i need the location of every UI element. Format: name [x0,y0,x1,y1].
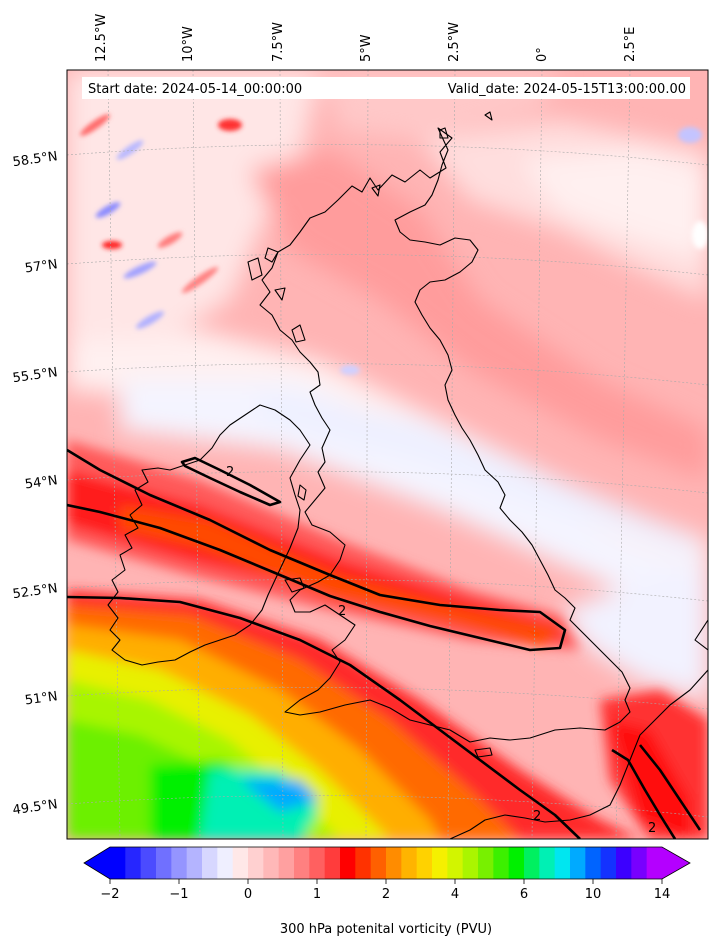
lat-label-54n: 54°N [24,473,59,492]
colorbar-cell [524,847,540,879]
colorbar-ticks: −2 −1 0 1 2 4 6 10 14 [100,879,670,902]
france-coast [449,669,708,839]
graticule [67,70,708,839]
colorbar-cell [508,847,525,879]
colorbar-tick-label: 14 [654,887,671,902]
lat-label-49-5n: 49.5°N [12,797,59,818]
colorbar-cell [600,847,617,879]
colorbar-cell [202,847,218,879]
lon-label-5w: 5°W [359,34,374,62]
colorbar-cell [416,847,433,879]
longitude-labels: 12.5°W 10°W 7.5°W 5°W 2.5°W 0° 2.5°E [94,14,638,62]
colorbar-cell [248,847,264,879]
lon-label-0: 0° [535,47,550,62]
lon-label-10w: 10°W [181,26,196,62]
colorbar-cell [585,847,602,879]
latitude-labels: 58.5°N 57°N 55.5°N 54°N 52.5°N 51°N 49.5… [12,149,59,818]
colorbar-cell [401,847,418,879]
great-britain-coast [259,127,631,743]
colorbar-cell [309,847,326,879]
contour-label-2a: 2 [338,604,346,619]
colorbar-cell [232,847,249,879]
colorbar-cell [631,847,648,879]
lat-label-52-5n: 52.5°N [12,581,59,602]
colorbar-cell [432,847,448,879]
contour-pv2-island [180,456,282,507]
colorbar-tick-label: 0 [244,887,252,902]
lon-label-2-5w: 2.5°W [447,22,462,62]
colorbar-tick-label: −1 [169,887,188,902]
pv-contours [67,448,702,839]
valid-date-label: Valid_date: 2024-05-15T13:00:00.00 [448,82,686,97]
colorbar-cell [646,847,663,879]
colorbar-cell [493,847,510,879]
contour-label-2d: 2 [648,821,656,836]
colorbar-tick-label: 4 [451,887,459,902]
colorbar-cell [616,847,632,879]
contour-label-2b: 2 [533,809,541,824]
ireland-coast [107,404,311,666]
colorbar-cell [539,847,556,879]
colorbar-tick-label: 2 [382,887,390,902]
lat-label-51n: 51°N [24,689,59,708]
start-date-label: Start date: 2024-05-14_00:00:00 [88,82,302,97]
colorbar-cell [278,847,295,879]
colorbar-cell [370,847,387,879]
colorbar-cell [386,847,402,879]
pv-field [67,70,708,839]
colorbar-cell [294,847,310,879]
colorbar-cell [156,847,172,879]
colorbar-cell [263,847,280,879]
colorbar-tick-label: 1 [313,887,321,902]
colorbar-cell [447,847,464,879]
contour-labels: 2 2 2 2 [226,465,656,836]
colorbar: −2 −1 0 1 2 4 6 10 14 300 hPa potenital vorticit… [83,846,691,937]
colorbar-cell [462,847,479,879]
header-box [82,77,690,99]
colorbar-tick-label: 10 [585,887,602,902]
lon-label-12-5w: 12.5°W [94,14,109,62]
lon-label-7-5w: 7.5°W [271,22,286,62]
colorbar-tick-label: 6 [520,887,528,902]
colorbar-cell [554,847,571,879]
colorbar-cell [171,847,188,879]
colorbar-cell [570,847,586,879]
lat-label-58-5n: 58.5°N [12,149,59,170]
contour-label-2c: 2 [226,465,234,480]
colorbar-min-extend [84,847,110,879]
contour-pv2-se [611,744,702,839]
nw-noise [80,114,708,375]
colorbar-cells [110,847,663,879]
colorbar-cell [478,847,494,879]
lat-label-57n: 57°N [24,257,59,276]
coastlines [107,111,708,839]
contour-pv2-south [67,595,581,839]
colorbar-cell [340,847,356,879]
colorbar-cell [125,847,142,879]
colorbar-cell [110,847,126,879]
lon-label-2-5e: 2.5°E [623,27,638,62]
colorbar-cell [324,847,341,879]
lat-label-55-5n: 55.5°N [12,365,59,386]
colorbar-cell [140,847,157,879]
contour-pv2-north [67,448,567,652]
colorbar-max-extend [662,847,690,879]
map-frame [66,69,709,840]
colorbar-tick-label: −2 [100,887,119,902]
colorbar-title: 300 hPa potenital vorticity (PVU) [280,922,492,937]
colorbar-cell [186,847,203,879]
colorbar-cell [355,847,372,879]
colorbar-cell [217,847,234,879]
